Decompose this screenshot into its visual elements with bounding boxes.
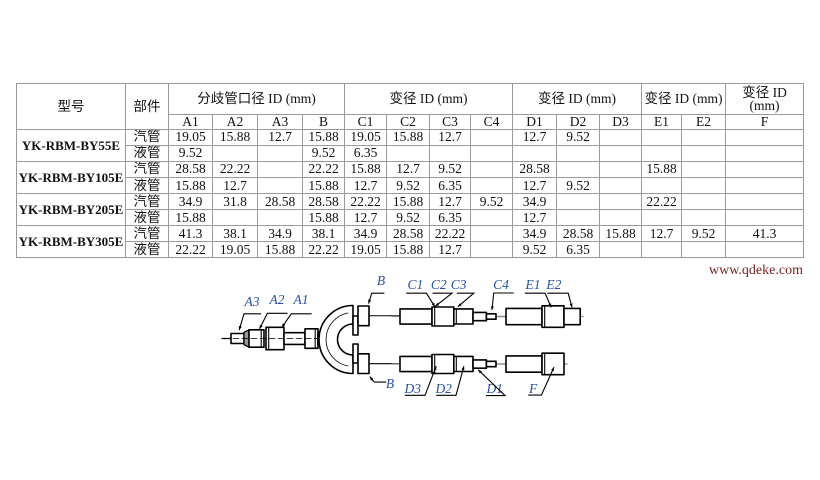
svg-text:F: F — [528, 381, 538, 396]
svg-text:E1: E1 — [525, 277, 541, 292]
svg-text:D3: D3 — [404, 381, 422, 396]
svg-text:E2: E2 — [545, 277, 561, 292]
svg-text:C2: C2 — [431, 277, 447, 292]
svg-text:A1: A1 — [293, 292, 309, 307]
svg-text:D1: D1 — [485, 381, 503, 396]
svg-text:C1: C1 — [408, 277, 424, 292]
svg-text:D2: D2 — [434, 381, 452, 396]
svg-text:A2: A2 — [269, 292, 285, 307]
svg-text:A3: A3 — [244, 294, 260, 309]
svg-text:C3: C3 — [451, 277, 467, 292]
svg-text:B: B — [386, 376, 394, 391]
svg-text:B: B — [377, 273, 385, 288]
svg-text:C4: C4 — [493, 277, 509, 292]
